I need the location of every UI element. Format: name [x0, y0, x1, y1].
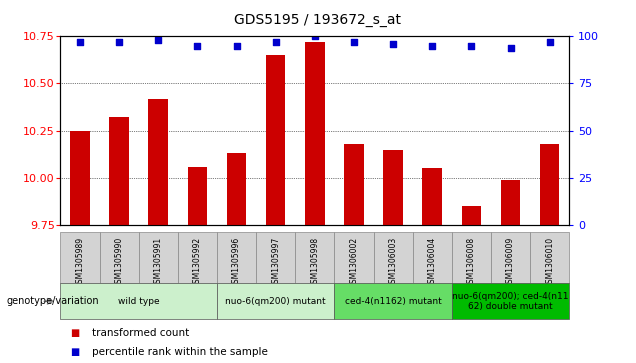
Bar	[109, 118, 129, 225]
Point	[310, 33, 320, 39]
Bar	[501, 180, 520, 225]
Bar	[462, 206, 481, 225]
Bar	[295, 232, 335, 283]
Text: GSM1305990: GSM1305990	[114, 236, 123, 287]
Bar	[188, 167, 207, 225]
Bar	[452, 283, 569, 319]
Bar	[422, 168, 442, 225]
Text: GSM1305996: GSM1305996	[232, 236, 241, 287]
Text: nuo-6(qm200) mutant: nuo-6(qm200) mutant	[225, 297, 326, 306]
Bar	[335, 283, 452, 319]
Point	[270, 39, 280, 45]
Text: GSM1305989: GSM1305989	[76, 236, 85, 287]
Point	[349, 39, 359, 45]
Bar	[139, 232, 178, 283]
Point	[388, 41, 398, 47]
Point	[232, 43, 242, 49]
Point	[466, 43, 476, 49]
Bar	[540, 144, 560, 225]
Text: GSM1306004: GSM1306004	[428, 236, 437, 287]
Text: GSM1306009: GSM1306009	[506, 236, 515, 287]
Point	[427, 43, 438, 49]
Bar	[70, 131, 90, 225]
Bar	[452, 232, 491, 283]
Text: nuo-6(qm200); ced-4(n11
62) double mutant: nuo-6(qm200); ced-4(n11 62) double mutan…	[452, 291, 569, 311]
Bar	[266, 55, 286, 225]
Bar	[217, 232, 256, 283]
Bar	[148, 99, 168, 225]
Bar	[217, 283, 335, 319]
Text: GSM1305998: GSM1305998	[310, 236, 319, 287]
Text: GSM1305997: GSM1305997	[271, 236, 280, 287]
Text: transformed count: transformed count	[92, 329, 190, 338]
Text: percentile rank within the sample: percentile rank within the sample	[92, 347, 268, 357]
Bar	[305, 42, 324, 225]
Text: GSM1306008: GSM1306008	[467, 236, 476, 287]
Bar	[100, 232, 139, 283]
Bar	[491, 232, 530, 283]
Bar	[373, 232, 413, 283]
Text: GSM1305991: GSM1305991	[154, 236, 163, 287]
Bar	[227, 153, 246, 225]
Text: GDS5195 / 193672_s_at: GDS5195 / 193672_s_at	[235, 13, 401, 27]
Bar	[178, 232, 217, 283]
Text: GSM1305992: GSM1305992	[193, 236, 202, 287]
Bar	[256, 232, 295, 283]
Bar	[413, 232, 452, 283]
Text: ced-4(n1162) mutant: ced-4(n1162) mutant	[345, 297, 441, 306]
Point	[506, 45, 516, 50]
Bar	[60, 232, 100, 283]
Point	[153, 37, 163, 43]
Point	[75, 39, 85, 45]
Text: GSM1306003: GSM1306003	[389, 236, 398, 287]
Text: ■: ■	[70, 347, 80, 357]
Bar	[344, 144, 364, 225]
Point	[114, 39, 124, 45]
Text: GSM1306002: GSM1306002	[349, 236, 359, 287]
Bar	[60, 283, 217, 319]
Point	[192, 43, 202, 49]
Point	[544, 39, 555, 45]
Text: genotype/variation: genotype/variation	[6, 296, 99, 306]
Bar	[530, 232, 569, 283]
Bar	[384, 150, 403, 225]
Bar	[335, 232, 373, 283]
Text: wild type: wild type	[118, 297, 160, 306]
Text: GSM1306010: GSM1306010	[545, 236, 554, 287]
Text: ■: ■	[70, 329, 80, 338]
